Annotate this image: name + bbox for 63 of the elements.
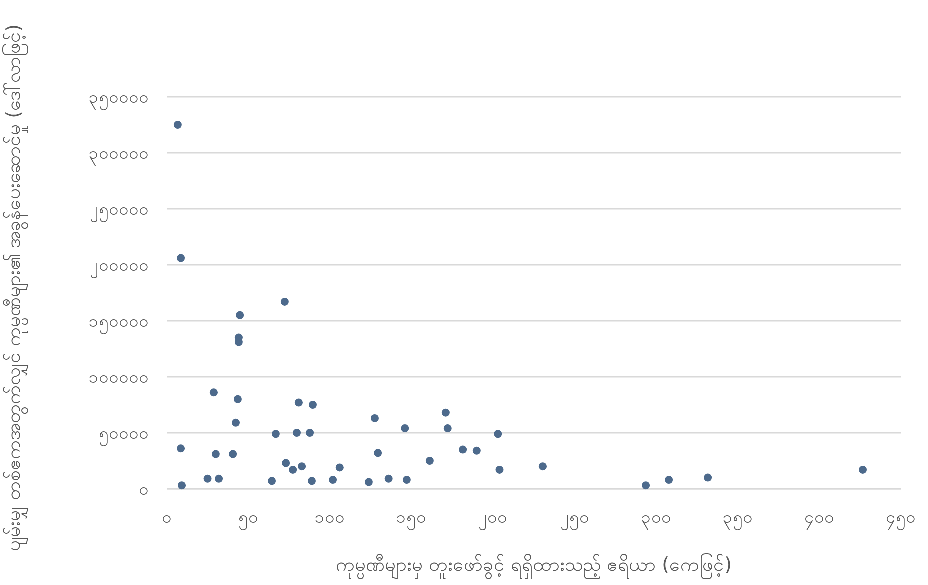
y-axis-title: ပျမ်းမျှ တစ်ဧကအတွက်လျှင် ကုမ္ပဏီများ၏ အခွန်ပေးဆောင်မှု (ဒေါ်လာဖြင့်): [1, 24, 29, 552]
x-tick-label: ၄၀၀: [804, 508, 834, 531]
point: [212, 450, 220, 458]
point: [178, 482, 186, 490]
point: [308, 401, 317, 409]
point: [329, 476, 338, 484]
point: [177, 254, 186, 262]
point: [496, 466, 504, 474]
point: [442, 408, 450, 417]
x-tick-label: ၃၅၀: [722, 508, 753, 531]
point: [282, 459, 290, 468]
point: [444, 424, 452, 433]
point: [294, 398, 303, 407]
point: [308, 477, 316, 486]
point: [401, 424, 410, 433]
x-tick-label: ၂၅၀: [560, 508, 590, 531]
y-tick-label: ၂၀၀၀၀၀: [90, 256, 149, 279]
point: [665, 476, 674, 484]
point: [472, 446, 481, 455]
point: [236, 311, 244, 320]
point: [204, 474, 212, 483]
point: [280, 298, 289, 306]
y-tick-label: ၃၅၀၀၀၀: [89, 88, 149, 111]
point: [293, 429, 301, 437]
x-tick-label: ၅၀: [238, 508, 259, 531]
x-tick-label: ၁၀၀: [315, 508, 346, 528]
point: [426, 457, 434, 465]
y-tick-label: ၁၀၀၀၀၀: [89, 368, 149, 388]
point: [306, 429, 314, 437]
point: [234, 395, 242, 404]
point: [268, 477, 276, 486]
point: [298, 462, 306, 471]
point: [232, 418, 240, 427]
x-axis-title: ကုမ္ပဏီများမှ တူးဖော်ခွင့် ရရှိထားသည့် ဧရိယာ (ကေဖြင့်): [336, 552, 732, 580]
x-tick-label: ၁၅၀: [396, 508, 427, 531]
point: [384, 474, 393, 483]
point: [494, 430, 502, 438]
point: [336, 464, 344, 472]
y-tick-label: ၁၅၀၀၀၀: [89, 312, 149, 335]
point: [210, 388, 218, 397]
point: [174, 121, 182, 129]
point: [370, 414, 379, 422]
point: [538, 462, 547, 471]
y-tick-label: ၀: [139, 480, 149, 500]
point: [402, 476, 411, 484]
point: [289, 466, 298, 474]
point: [858, 466, 867, 474]
x-tick-label: ၃၀၀: [641, 508, 672, 531]
point: [459, 446, 468, 454]
point: [272, 430, 280, 438]
point: [364, 478, 373, 486]
y-tick-label: ၂၅၀၀၀၀: [90, 200, 149, 223]
y-tick-label: ၃၀၀၀၀၀: [89, 144, 149, 167]
point: [374, 449, 382, 458]
point: [229, 450, 238, 458]
x-tick-label: ၀: [162, 508, 172, 528]
x-tick-label: ၄၅၀: [886, 508, 916, 531]
point: [642, 482, 650, 490]
point: [215, 474, 224, 483]
y-tick-label: ၅၀၀၀၀: [99, 424, 149, 447]
x-tick-label: ၂၀၀: [478, 508, 508, 531]
point: [704, 474, 712, 482]
point: [177, 444, 186, 453]
